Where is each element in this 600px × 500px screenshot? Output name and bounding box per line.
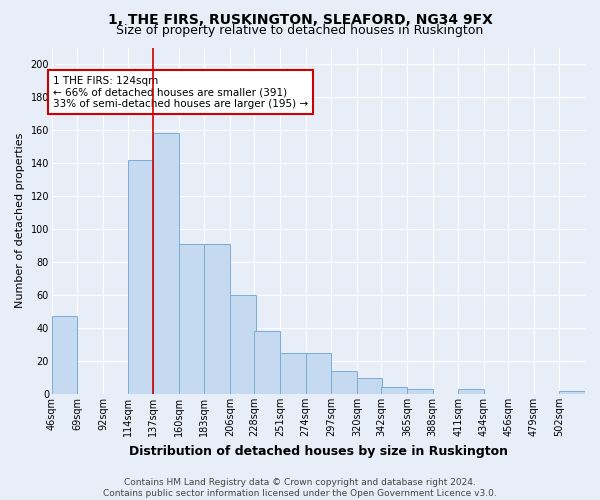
- Bar: [280, 353, 305, 394]
- Text: 1, THE FIRS, RUSKINGTON, SLEAFORD, NG34 9FX: 1, THE FIRS, RUSKINGTON, SLEAFORD, NG34 …: [107, 12, 493, 26]
- Bar: [559, 390, 585, 394]
- Bar: [382, 388, 407, 394]
- Bar: [230, 295, 256, 394]
- Y-axis label: Number of detached properties: Number of detached properties: [15, 133, 25, 308]
- Bar: [305, 353, 331, 394]
- Text: Size of property relative to detached houses in Ruskington: Size of property relative to detached ho…: [116, 24, 484, 37]
- Bar: [331, 371, 357, 394]
- Bar: [407, 389, 433, 394]
- Bar: [357, 378, 382, 394]
- Bar: [128, 160, 153, 394]
- Bar: [254, 332, 280, 394]
- X-axis label: Distribution of detached houses by size in Ruskington: Distribution of detached houses by size …: [129, 444, 508, 458]
- Bar: [458, 389, 484, 394]
- Bar: [52, 316, 77, 394]
- Bar: [205, 244, 230, 394]
- Text: 1 THE FIRS: 124sqm
← 66% of detached houses are smaller (391)
33% of semi-detach: 1 THE FIRS: 124sqm ← 66% of detached hou…: [53, 76, 308, 109]
- Bar: [179, 244, 205, 394]
- Text: Contains HM Land Registry data © Crown copyright and database right 2024.
Contai: Contains HM Land Registry data © Crown c…: [103, 478, 497, 498]
- Bar: [153, 134, 179, 394]
